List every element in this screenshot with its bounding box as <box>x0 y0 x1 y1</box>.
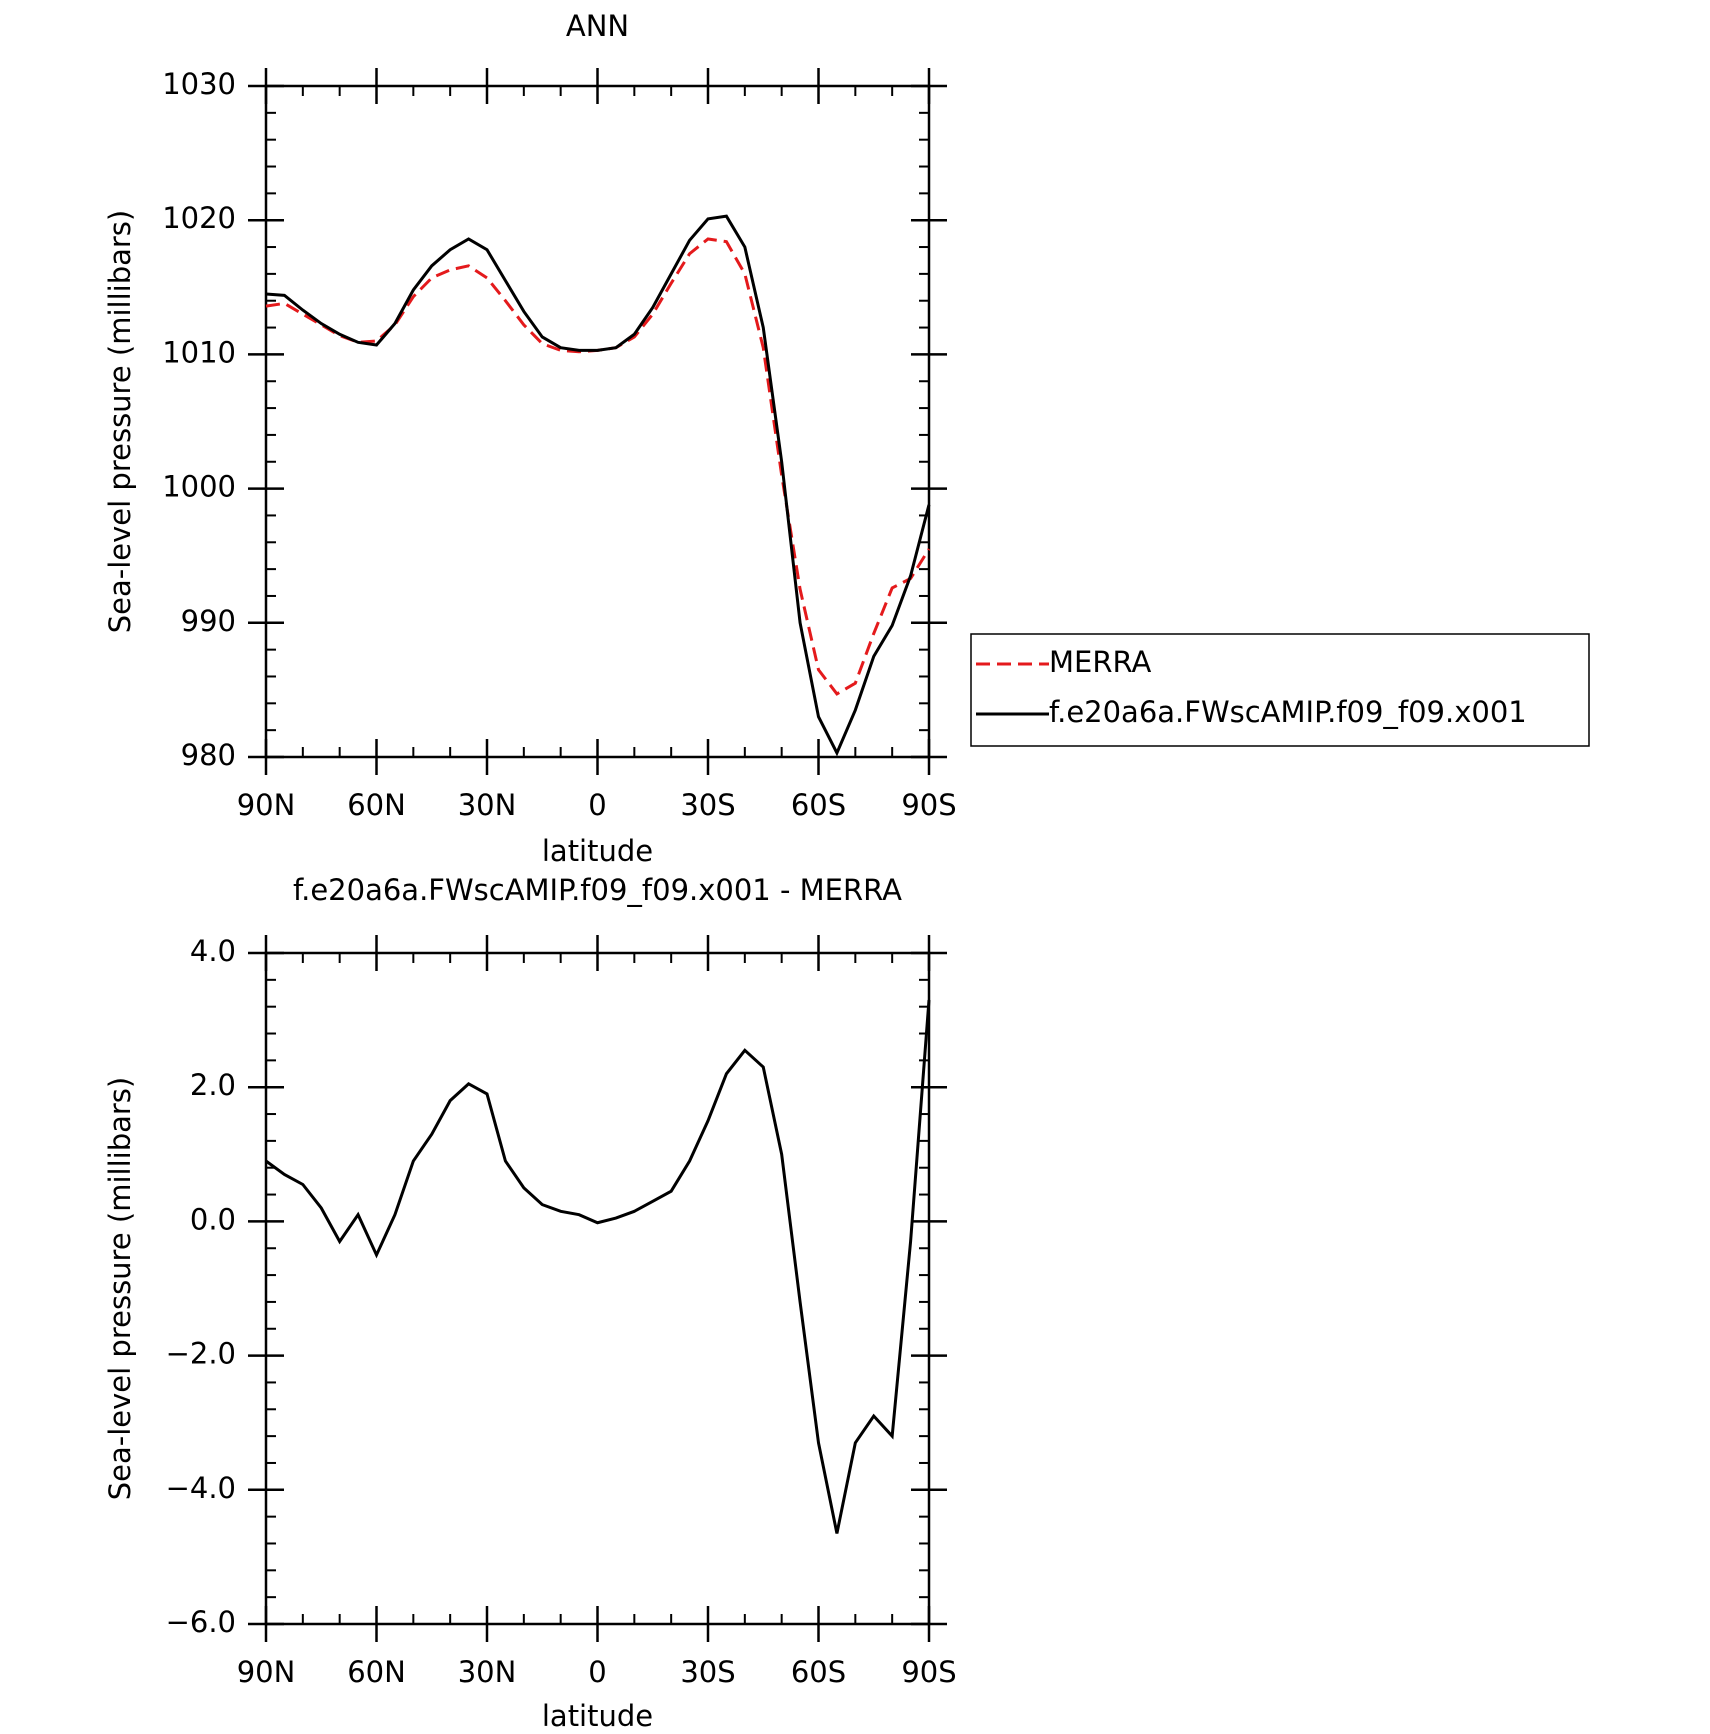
y-tick-label: 2.0 <box>190 1068 236 1102</box>
y-tick-label: 1020 <box>162 201 236 235</box>
y-tick-label: −4.0 <box>166 1471 236 1505</box>
y-tick-label: 0.0 <box>190 1202 236 1236</box>
x-tick-label: 30N <box>458 1655 517 1689</box>
x-tick-label: 60S <box>791 1655 846 1689</box>
chart-title: ANN <box>566 9 629 43</box>
data-line <box>265 214 931 757</box>
legend-label: f.e20a6a.FWscAMIP.f09_f09.x001 <box>1049 695 1527 729</box>
x-tick-label: 90N <box>237 1655 296 1689</box>
data-line <box>265 237 931 696</box>
x-axis-label: latitude <box>542 834 653 868</box>
legend-box <box>970 633 1590 747</box>
chart-title: f.e20a6a.FWscAMIP.f09_f09.x001 - MERRA <box>293 873 902 907</box>
y-tick-label: 990 <box>181 604 236 638</box>
y-tick-label: 1030 <box>162 67 236 101</box>
y-tick-label: 4.0 <box>190 934 236 968</box>
x-tick-label: 60S <box>791 788 846 822</box>
legend-label: MERRA <box>1049 645 1151 679</box>
x-axis-label: latitude <box>542 1699 653 1733</box>
x-tick-label: 90N <box>237 788 296 822</box>
x-tick-label: 60N <box>347 788 406 822</box>
y-tick-label: −2.0 <box>166 1337 236 1371</box>
data-line <box>265 999 931 1534</box>
y-axis-label: Sea-level pressure (millibars) <box>103 210 137 633</box>
y-tick-label: −6.0 <box>166 1605 236 1639</box>
x-tick-label: 30S <box>680 788 735 822</box>
x-tick-label: 90S <box>901 788 956 822</box>
y-tick-label: 1010 <box>162 335 236 369</box>
x-tick-label: 30S <box>680 1655 735 1689</box>
x-tick-label: 0 <box>588 788 606 822</box>
plot-frame <box>264 951 931 1626</box>
plot-frame <box>264 84 931 759</box>
y-tick-label: 980 <box>181 738 236 772</box>
x-tick-label: 60N <box>347 1655 406 1689</box>
y-axis-label: Sea-level pressure (millibars) <box>103 1077 137 1500</box>
x-tick-label: 0 <box>588 1655 606 1689</box>
x-tick-label: 30N <box>458 788 517 822</box>
y-tick-label: 1000 <box>162 470 236 504</box>
x-tick-label: 90S <box>901 1655 956 1689</box>
